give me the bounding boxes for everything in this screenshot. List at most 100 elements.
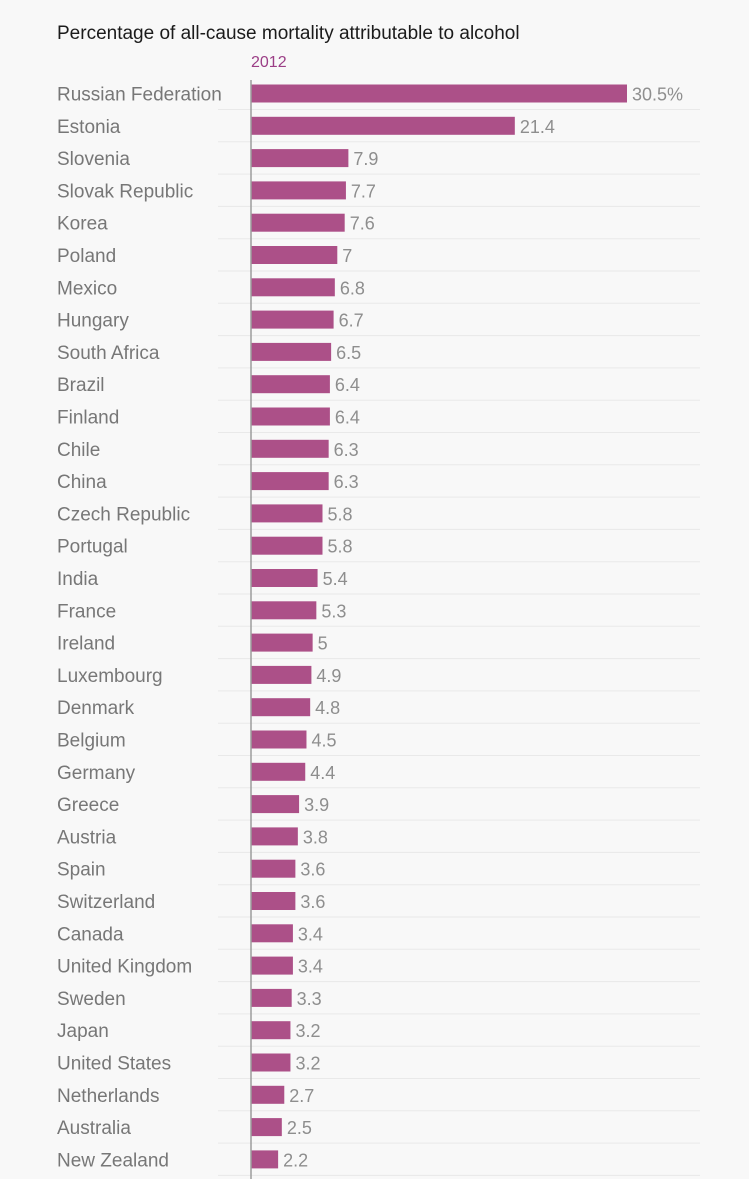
- bar-united-states: [251, 1053, 291, 1072]
- bar-south-africa: [251, 342, 332, 361]
- category-label-belgium: Belgium: [57, 731, 126, 752]
- value-label-india: 5.4: [323, 569, 348, 589]
- value-labels: 30.5% 21.4 7.9 7.7 7.6 7 6.8 6.7 6.5 6.4 6.4 6.3 6.3…: [283, 85, 683, 1171]
- category-label-netherlands: Netherlands: [57, 1086, 159, 1107]
- value-label-hungary: 6.7: [339, 311, 364, 331]
- bar-france: [251, 601, 317, 620]
- value-label-russian-federation: 30.5%: [632, 85, 683, 105]
- value-label-japan: 3.2: [295, 1021, 320, 1041]
- value-label-czech-republic: 5.8: [328, 504, 353, 524]
- value-label-new-zealand: 2.2: [283, 1150, 308, 1170]
- category-label-poland: Poland: [57, 246, 116, 267]
- category-label-chile: Chile: [57, 440, 100, 461]
- category-label-china: China: [57, 472, 107, 493]
- value-label-portugal: 5.8: [328, 537, 353, 557]
- bar-japan: [251, 1021, 291, 1040]
- category-label-germany: Germany: [57, 763, 136, 784]
- category-label-luxembourg: Luxembourg: [57, 666, 163, 687]
- category-label-india: India: [57, 569, 99, 590]
- value-label-greece: 3.9: [304, 795, 329, 815]
- value-label-korea: 7.6: [350, 214, 375, 234]
- value-label-denmark: 4.8: [315, 698, 340, 718]
- value-label-poland: 7: [342, 246, 352, 266]
- bar-germany: [251, 762, 306, 781]
- bar-finland: [251, 407, 330, 426]
- bar-new-zealand: [251, 1150, 279, 1169]
- value-label-canada: 3.4: [298, 924, 323, 944]
- value-label-luxembourg: 4.9: [316, 666, 341, 686]
- category-label-switzerland: Switzerland: [57, 892, 155, 913]
- value-label-mexico: 6.8: [340, 278, 365, 298]
- category-label-france: France: [57, 601, 116, 622]
- value-label-sweden: 3.3: [297, 989, 322, 1009]
- bar-india: [251, 569, 318, 587]
- bar-luxembourg: [251, 665, 312, 684]
- bar-slovak-republic: [251, 181, 346, 200]
- bar-estonia: [251, 116, 515, 135]
- bar-sweden: [251, 988, 292, 1007]
- category-label-ireland: Ireland: [57, 634, 115, 655]
- category-label-estonia: Estonia: [57, 117, 121, 138]
- value-label-brazil: 6.4: [335, 375, 360, 395]
- gridlines: [218, 109, 700, 1176]
- category-label-portugal: Portugal: [57, 537, 128, 558]
- value-label-united-states: 3.2: [295, 1054, 320, 1074]
- category-label-czech-republic: Czech Republic: [57, 504, 190, 525]
- value-label-netherlands: 2.7: [289, 1086, 314, 1106]
- bar-korea: [251, 213, 345, 232]
- bars: [251, 84, 627, 1169]
- bar-denmark: [251, 698, 311, 717]
- value-label-belgium: 4.5: [311, 731, 336, 751]
- value-label-estonia: 21.4: [520, 117, 555, 137]
- bar-portugal: [251, 536, 323, 555]
- bar-austria: [251, 827, 298, 846]
- bar-belgium: [251, 730, 307, 749]
- category-label-mexico: Mexico: [57, 278, 117, 299]
- value-label-slovak-republic: 7.7: [351, 181, 376, 201]
- value-label-switzerland: 3.6: [300, 892, 325, 912]
- category-label-russian-federation: Russian Federation: [57, 85, 222, 106]
- category-label-brazil: Brazil: [57, 375, 105, 396]
- bar-spain: [251, 859, 296, 878]
- bar-chile: [251, 439, 329, 458]
- value-label-china: 6.3: [334, 472, 359, 492]
- value-label-finland: 6.4: [335, 408, 360, 428]
- bar-canada: [251, 924, 293, 943]
- value-label-chile: 6.3: [334, 440, 359, 460]
- bar-poland: [251, 246, 338, 264]
- value-label-austria: 3.8: [303, 827, 328, 847]
- category-label-united-kingdom: United Kingdom: [57, 957, 192, 978]
- value-label-spain: 3.6: [300, 860, 325, 880]
- category-label-japan: Japan: [57, 1021, 109, 1042]
- value-label-australia: 2.5: [287, 1118, 312, 1138]
- value-label-south-africa: 6.5: [336, 343, 361, 363]
- category-label-hungary: Hungary: [57, 311, 129, 332]
- bar-australia: [251, 1118, 282, 1137]
- bar-slovenia: [251, 149, 349, 168]
- category-labels: Russian Federation Estonia Slovenia Slovak …: [57, 85, 222, 1172]
- category-label-finland: Finland: [57, 408, 119, 429]
- category-label-denmark: Denmark: [57, 698, 135, 719]
- value-label-united-kingdom: 3.4: [298, 957, 323, 977]
- category-label-new-zealand: New Zealand: [57, 1150, 169, 1171]
- bar-greece: [251, 795, 300, 814]
- bar-hungary: [251, 310, 334, 329]
- bar-russian-federation: [251, 84, 627, 103]
- bar-ireland: [251, 633, 313, 652]
- category-label-slovenia: Slovenia: [57, 149, 130, 170]
- category-label-south-africa: South Africa: [57, 343, 160, 364]
- category-label-greece: Greece: [57, 795, 119, 816]
- bar-czech-republic: [251, 504, 323, 523]
- category-label-united-states: United States: [57, 1054, 171, 1075]
- category-label-australia: Australia: [57, 1118, 131, 1139]
- bar-china: [251, 472, 329, 491]
- bar-netherlands: [251, 1085, 285, 1104]
- series-label: 2012: [251, 54, 287, 71]
- value-label-ireland: 5: [318, 634, 328, 654]
- bar-brazil: [251, 375, 330, 394]
- category-label-canada: Canada: [57, 924, 124, 945]
- bar-switzerland: [251, 892, 296, 910]
- value-label-germany: 4.4: [310, 763, 335, 783]
- value-label-france: 5.3: [321, 601, 346, 621]
